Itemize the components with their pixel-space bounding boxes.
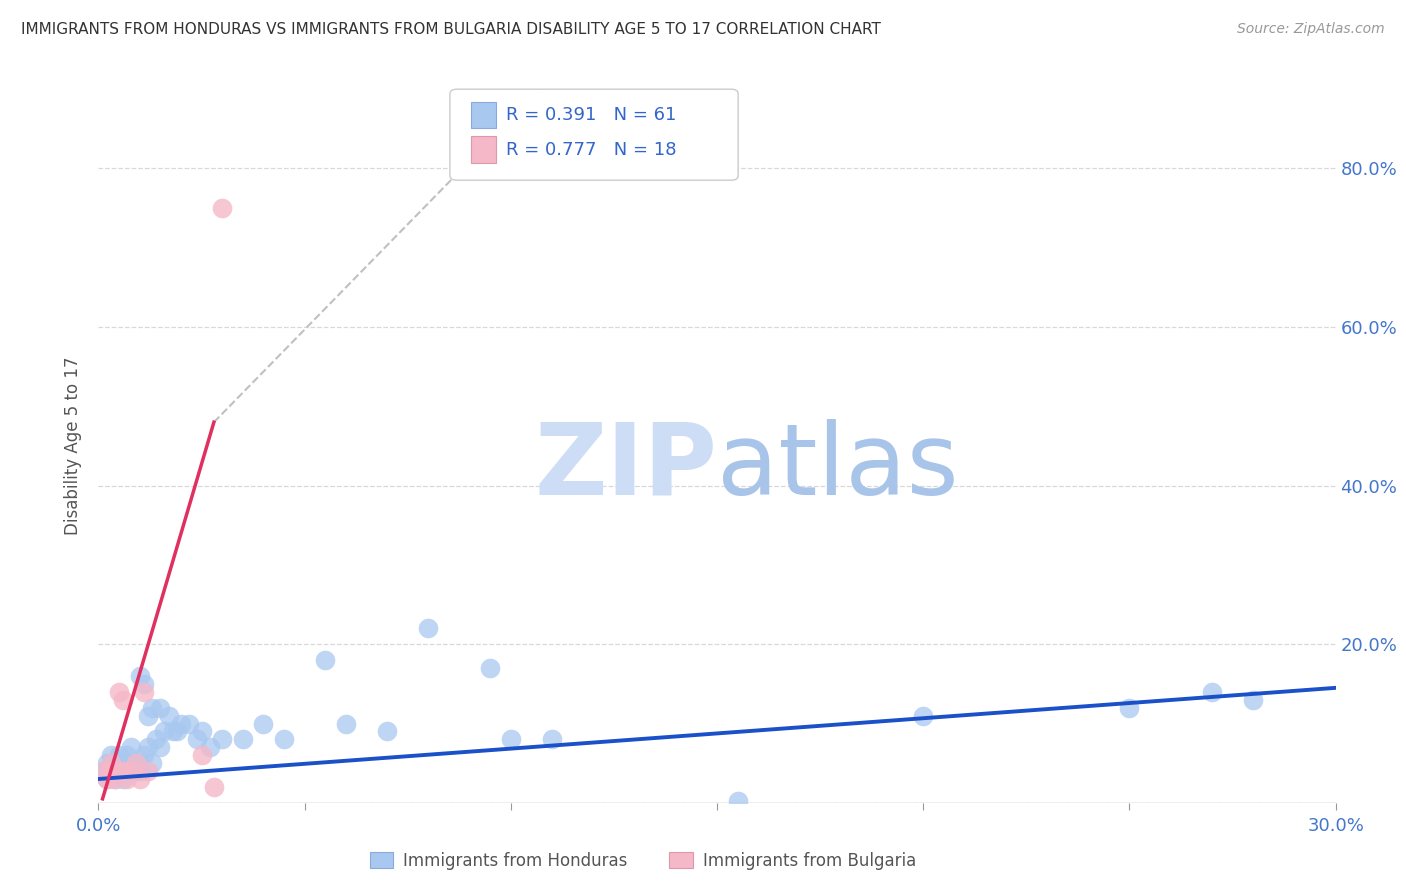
Point <box>1241 692 1264 706</box>
Point <box>117 748 139 763</box>
Point <box>100 756 122 771</box>
Point <box>541 732 564 747</box>
Point <box>120 764 142 778</box>
Point <box>104 772 127 786</box>
Text: Source: ZipAtlas.com: Source: ZipAtlas.com <box>1237 22 1385 37</box>
Point <box>108 764 131 778</box>
Point <box>104 772 127 786</box>
Point <box>136 764 159 778</box>
Point <box>132 677 155 691</box>
Point <box>112 772 135 786</box>
Point <box>145 732 167 747</box>
Point <box>211 201 233 215</box>
Point <box>314 653 336 667</box>
Point <box>252 716 274 731</box>
Y-axis label: Disability Age 5 to 17: Disability Age 5 to 17 <box>65 357 83 535</box>
Point <box>166 724 188 739</box>
Point <box>141 700 163 714</box>
Point <box>100 756 122 771</box>
Point <box>912 708 935 723</box>
Point <box>149 700 172 714</box>
Point <box>418 621 440 635</box>
Point <box>727 794 749 808</box>
Point <box>1201 685 1223 699</box>
Point <box>108 756 131 771</box>
Point <box>202 780 225 794</box>
Point <box>190 748 212 763</box>
Point <box>108 764 131 778</box>
Point <box>117 772 139 786</box>
Point <box>190 724 212 739</box>
Point <box>375 724 398 739</box>
Point <box>120 740 142 755</box>
Point <box>100 748 122 763</box>
Point <box>108 764 131 778</box>
Point <box>132 748 155 763</box>
Point <box>153 724 176 739</box>
Point <box>128 669 150 683</box>
Point <box>117 764 139 778</box>
Point <box>100 764 122 778</box>
Text: R = 0.777   N = 18: R = 0.777 N = 18 <box>506 141 676 159</box>
Text: IMMIGRANTS FROM HONDURAS VS IMMIGRANTS FROM BULGARIA DISABILITY AGE 5 TO 17 CORR: IMMIGRANTS FROM HONDURAS VS IMMIGRANTS F… <box>21 22 882 37</box>
Point <box>108 748 131 763</box>
Point <box>479 661 502 675</box>
Point <box>112 764 135 778</box>
Point <box>108 685 131 699</box>
Point <box>100 764 122 778</box>
Point <box>128 772 150 786</box>
Point <box>141 756 163 771</box>
Point <box>104 756 127 771</box>
Point <box>149 740 172 755</box>
Point <box>132 685 155 699</box>
Point <box>1118 700 1140 714</box>
Point <box>335 716 357 731</box>
Point <box>128 756 150 771</box>
Text: R = 0.391   N = 61: R = 0.391 N = 61 <box>506 106 676 124</box>
Point <box>170 716 193 731</box>
Point <box>91 764 114 778</box>
Point <box>198 740 221 755</box>
Point <box>91 764 114 778</box>
Point <box>120 756 142 771</box>
Point <box>179 716 201 731</box>
Point <box>162 724 184 739</box>
Point <box>96 756 118 771</box>
Legend: Immigrants from Honduras, Immigrants from Bulgaria: Immigrants from Honduras, Immigrants fro… <box>363 846 922 877</box>
Point <box>273 732 295 747</box>
Point <box>499 732 522 747</box>
Point <box>232 732 254 747</box>
Point <box>136 708 159 723</box>
Point <box>186 732 208 747</box>
Point <box>112 756 135 771</box>
Point <box>136 740 159 755</box>
Point <box>117 756 139 771</box>
Point <box>128 764 150 778</box>
Point <box>96 772 118 786</box>
Point <box>120 764 142 778</box>
Point <box>112 764 135 778</box>
Text: atlas: atlas <box>717 419 959 516</box>
Point <box>124 756 146 771</box>
Text: ZIP: ZIP <box>534 419 717 516</box>
Point <box>104 764 127 778</box>
Point <box>124 764 146 778</box>
Point <box>124 756 146 771</box>
Point <box>112 692 135 706</box>
Point <box>157 708 180 723</box>
Point <box>96 772 118 786</box>
Point <box>211 732 233 747</box>
